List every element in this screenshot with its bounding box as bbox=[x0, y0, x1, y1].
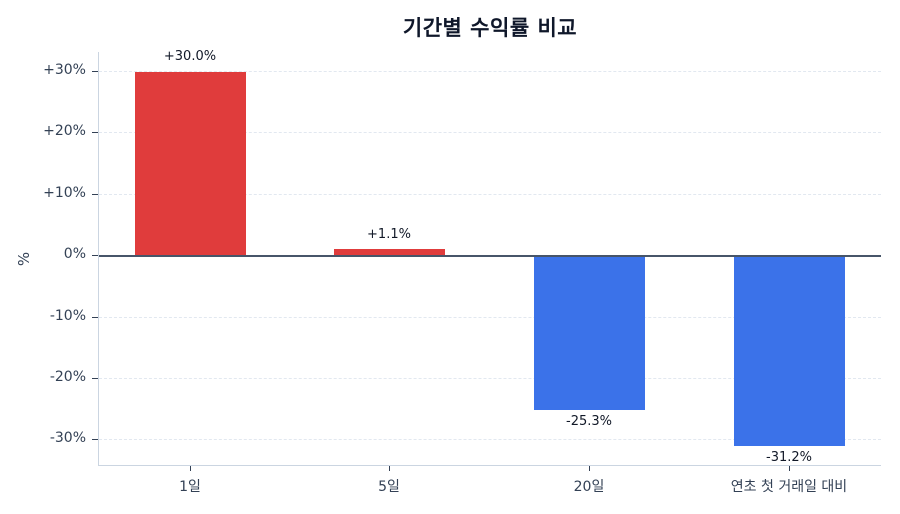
bar-value-label: -31.2% bbox=[766, 450, 812, 465]
gridline bbox=[99, 71, 881, 72]
y-axis-line bbox=[98, 52, 99, 466]
x-tick-label: 20일 bbox=[573, 479, 605, 495]
y-tick-mark bbox=[92, 439, 98, 440]
bar-value-label: +30.0% bbox=[163, 49, 217, 64]
gridline bbox=[99, 132, 881, 133]
chart-title: 기간별 수익률 비교 bbox=[402, 16, 578, 40]
x-tick-label: 5일 bbox=[378, 479, 400, 495]
gridline bbox=[99, 317, 881, 318]
y-tick-mark bbox=[92, 194, 98, 195]
y-axis-title: % bbox=[15, 251, 34, 267]
y-tick-label: +30% bbox=[43, 62, 86, 78]
y-tick-label: -30% bbox=[49, 430, 86, 446]
zero-line bbox=[99, 255, 881, 257]
bar-1day bbox=[135, 72, 246, 256]
bar-20day bbox=[534, 257, 645, 410]
x-tick-mark bbox=[789, 466, 790, 471]
y-tick-mark bbox=[92, 317, 98, 318]
bar-5day bbox=[334, 249, 445, 256]
y-tick-mark bbox=[92, 255, 98, 256]
x-axis-line bbox=[98, 465, 881, 466]
x-tick-mark bbox=[389, 466, 390, 471]
y-tick-label: +10% bbox=[43, 185, 86, 201]
y-tick-mark bbox=[92, 132, 98, 133]
x-tick-mark bbox=[190, 466, 191, 471]
y-tick-mark bbox=[92, 378, 98, 379]
y-tick-label: -10% bbox=[49, 308, 86, 324]
gridline bbox=[99, 439, 881, 440]
y-tick-label: +20% bbox=[43, 123, 86, 139]
x-tick-label: 연초 첫 거래일 대비 bbox=[730, 479, 848, 495]
y-tick-mark bbox=[92, 71, 98, 72]
x-tick-mark bbox=[589, 466, 590, 471]
y-tick-label: -20% bbox=[49, 369, 86, 385]
gridline bbox=[99, 194, 881, 195]
bar-value-label: -25.3% bbox=[566, 414, 612, 429]
gridline bbox=[99, 378, 881, 379]
bar-value-label: +1.1% bbox=[367, 227, 411, 242]
x-tick-label: 1일 bbox=[179, 479, 201, 495]
y-tick-label: 0% bbox=[63, 246, 86, 262]
bar-ytd bbox=[734, 257, 845, 446]
